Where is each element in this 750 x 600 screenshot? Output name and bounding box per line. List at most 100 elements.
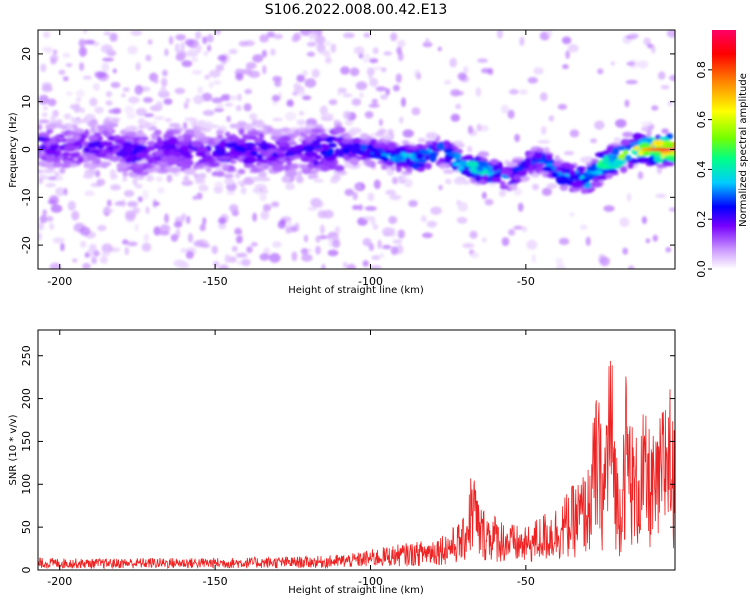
heat-cell xyxy=(38,136,47,142)
heat-cell xyxy=(541,187,553,196)
heat-cell xyxy=(197,86,204,94)
heat-cell xyxy=(91,257,97,264)
heat-cell xyxy=(154,129,162,136)
heat-cell xyxy=(109,169,116,177)
heat-cell xyxy=(236,138,247,144)
heat-cell xyxy=(362,238,372,247)
heat-cell xyxy=(135,107,147,117)
heat-cell xyxy=(500,104,510,114)
y-tick-label: 0 xyxy=(20,146,33,153)
heat-cell xyxy=(305,124,316,128)
heat-cell xyxy=(109,32,118,42)
heat-cell xyxy=(65,63,73,68)
heat-cell xyxy=(196,146,209,153)
heat-cell xyxy=(628,33,640,39)
heat-cell xyxy=(455,103,462,110)
heat-cell xyxy=(462,66,469,74)
heat-cell xyxy=(153,116,165,121)
heat-cell xyxy=(144,163,152,171)
heat-cell xyxy=(155,176,163,183)
heat-cell xyxy=(658,136,670,141)
heat-cell xyxy=(165,166,173,171)
heat-cell xyxy=(373,224,379,230)
heat-cell xyxy=(170,234,178,242)
heat-cell xyxy=(85,252,90,258)
heat-cell xyxy=(543,158,555,164)
heat-cell xyxy=(396,46,402,55)
y-tick-label: -10 xyxy=(20,188,33,206)
heat-cell xyxy=(555,176,561,183)
heat-cell xyxy=(596,163,610,170)
heat-cell xyxy=(333,170,339,177)
heat-cell xyxy=(185,98,191,103)
heat-cell xyxy=(321,263,326,269)
heat-cell xyxy=(207,44,212,52)
heat-cell xyxy=(320,165,330,172)
heat-cell xyxy=(280,135,292,142)
heat-cell xyxy=(200,123,212,129)
heat-cell xyxy=(417,137,426,143)
heat-cell xyxy=(63,113,72,120)
heat-cell xyxy=(174,43,180,53)
heat-cell xyxy=(286,99,294,105)
heat-cell xyxy=(487,67,494,76)
heat-cell xyxy=(215,171,225,177)
heat-cell xyxy=(449,57,458,68)
heat-cell xyxy=(328,142,337,148)
heat-cell xyxy=(124,246,129,256)
heat-cell xyxy=(173,221,183,228)
heat-cell xyxy=(295,91,307,97)
heat-cell xyxy=(77,156,84,164)
heat-cell xyxy=(261,188,269,194)
heat-cell xyxy=(390,32,398,42)
heat-cell xyxy=(291,35,299,43)
heat-cell xyxy=(184,117,197,122)
x-tick-label: -150 xyxy=(203,575,228,588)
heat-cell xyxy=(290,226,298,233)
heat-cell xyxy=(137,118,146,126)
heat-cell xyxy=(44,149,58,155)
heat-cell xyxy=(124,157,132,164)
heat-cell xyxy=(335,138,343,143)
heat-cell xyxy=(373,143,385,149)
heat-cell xyxy=(127,241,138,247)
heat-cell xyxy=(213,186,223,194)
heat-cell xyxy=(299,111,305,116)
spectrogram-ylabel: Frequency (Hz) xyxy=(8,112,19,188)
heat-cell xyxy=(243,176,255,185)
heat-cell xyxy=(277,142,289,148)
heat-cell xyxy=(169,143,176,148)
heat-cell xyxy=(102,208,114,213)
heat-cell xyxy=(468,161,479,167)
heat-cell xyxy=(378,128,387,135)
heat-cell xyxy=(201,92,213,102)
heat-cell xyxy=(199,243,211,248)
heat-cell xyxy=(157,149,164,156)
heat-cell xyxy=(153,77,159,84)
heat-cell xyxy=(619,217,630,228)
heat-cell xyxy=(388,216,398,224)
heat-cell xyxy=(319,105,328,116)
heat-cell xyxy=(491,177,502,183)
heat-cell xyxy=(425,132,438,140)
heat-cell xyxy=(328,99,338,106)
heat-cell xyxy=(426,220,437,228)
heat-cell xyxy=(477,58,488,63)
heat-cell xyxy=(71,210,80,221)
heat-cell xyxy=(271,201,280,208)
heat-cell xyxy=(111,118,119,124)
heat-cell xyxy=(183,175,190,183)
heat-cell xyxy=(390,165,396,171)
heat-cell xyxy=(496,30,503,39)
snr-ylabel: SNR (10 * v/v) xyxy=(8,414,19,485)
heat-cell xyxy=(624,99,630,108)
heat-cell xyxy=(236,121,247,127)
heat-cell xyxy=(563,151,575,156)
heat-cell xyxy=(223,173,234,179)
heat-cell xyxy=(491,167,499,172)
heat-cell xyxy=(161,77,168,88)
heat-cell xyxy=(581,177,590,183)
heat-cell xyxy=(528,165,534,172)
heat-cell xyxy=(330,43,337,53)
heat-cell xyxy=(190,140,203,148)
